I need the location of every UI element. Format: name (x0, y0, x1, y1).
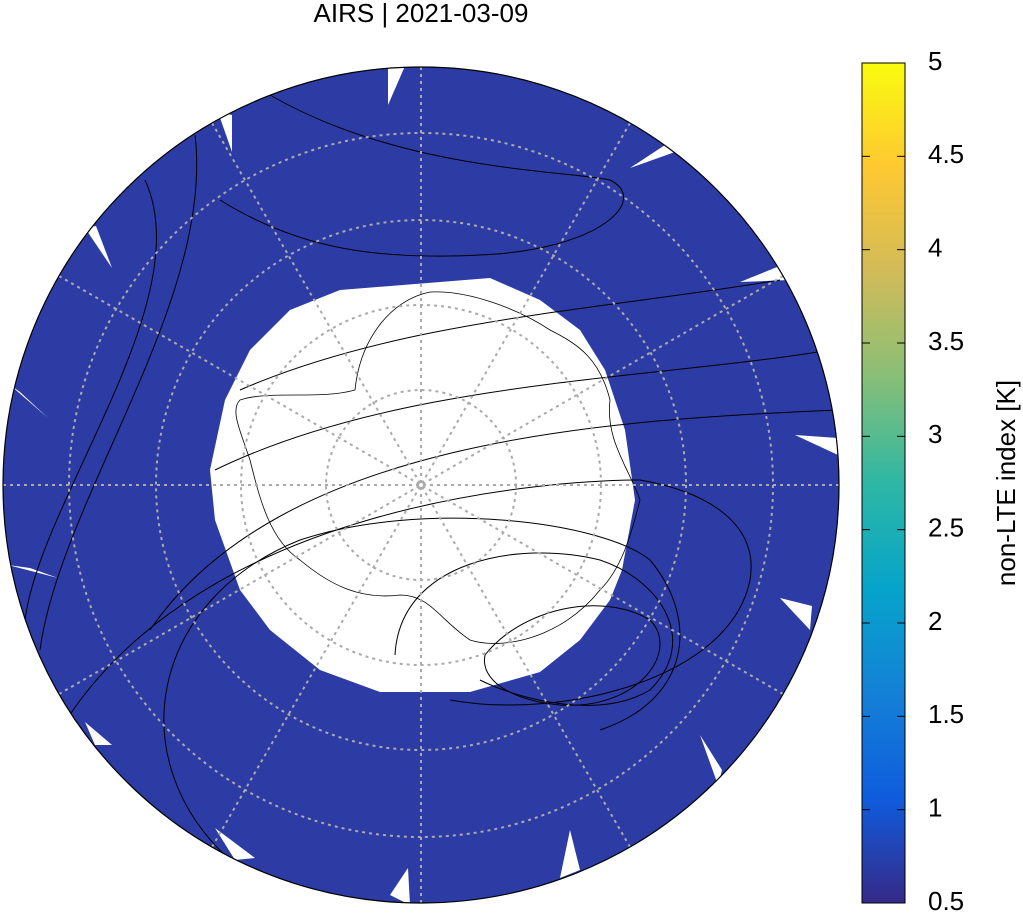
contour-lines (24, 94, 839, 861)
colorbar-tick-label: 3.5 (928, 326, 964, 356)
colorbar-tick-label: 1 (928, 793, 942, 823)
map-title: AIRS | 2021-03-09 (314, 0, 529, 28)
colorbar-tick-label: 4 (928, 233, 942, 263)
colorbar-tick-label: 4.5 (928, 139, 964, 169)
colorbar-tick-label: 1.5 (928, 699, 964, 729)
graticule (3, 67, 839, 903)
colorbar-tick-label: 3 (928, 419, 942, 449)
coastline (235, 291, 641, 644)
colorbar (861, 62, 906, 904)
colorbar-label: non-LTE index [K] (991, 380, 1021, 586)
orbit-gaps (8, 67, 838, 903)
colorbar-tick-label: 2 (928, 606, 942, 636)
map-area (3, 67, 839, 903)
colorbar-tick-label: 0.5 (928, 886, 964, 913)
missing-data (210, 278, 635, 692)
colorbar-tick-label: 5 (928, 46, 942, 76)
colorbar-tick-label: 2.5 (928, 513, 964, 543)
map-border (2, 66, 840, 904)
